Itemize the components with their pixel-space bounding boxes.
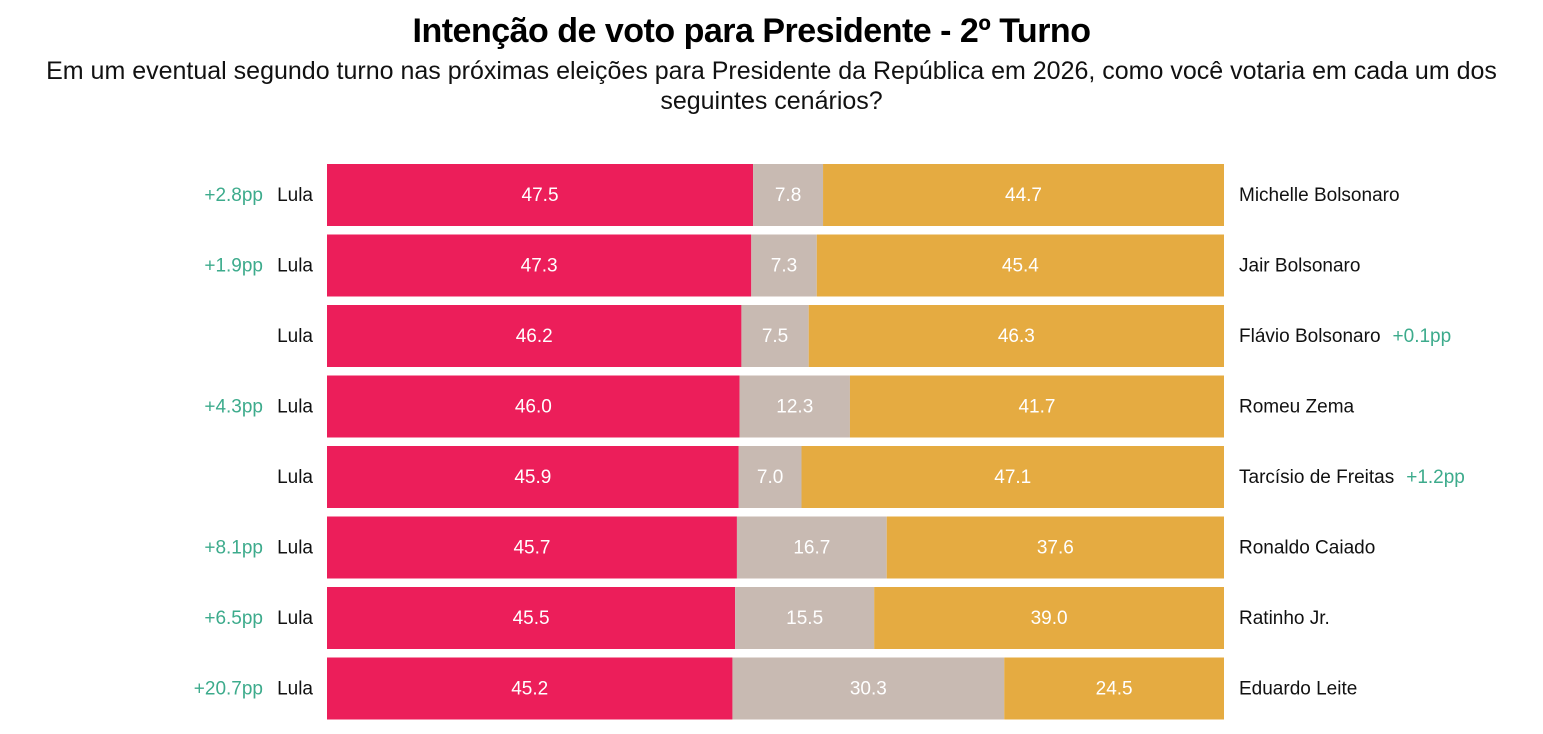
category-label: Flávio Bolsonaro <box>1239 326 1381 347</box>
value-label: 37.6 <box>1037 538 1074 559</box>
bar-segment <box>735 587 875 649</box>
value-label: 12.3 <box>776 397 813 418</box>
value-label: 45.2 <box>511 679 548 700</box>
chart-subtitle: Em um eventual segundo turno nas próxima… <box>46 57 1497 115</box>
value-label: 47.5 <box>522 185 559 206</box>
bar-segment <box>327 446 739 508</box>
bar-segment <box>753 164 824 226</box>
value-label: 41.7 <box>1018 397 1055 418</box>
bar-segment <box>327 164 754 226</box>
bar-segment <box>736 516 887 579</box>
category-label: Eduardo Leite <box>1239 679 1357 700</box>
bar-segment <box>741 305 809 367</box>
bar-segment <box>327 305 742 367</box>
value-label: 15.5 <box>786 608 823 629</box>
left-label: Lula <box>277 467 313 488</box>
value-label: 39.0 <box>1031 608 1068 629</box>
bar-segment <box>327 234 752 297</box>
bar-segment <box>823 164 1224 226</box>
category-label: Tarcísio de Freitas <box>1239 467 1394 488</box>
value-label: 7.5 <box>762 326 788 347</box>
bar-segment <box>801 446 1224 508</box>
value-label: 45.4 <box>1002 256 1039 277</box>
value-label: 24.5 <box>1096 679 1133 700</box>
category-label: Michelle Bolsonaro <box>1239 185 1400 206</box>
value-label: 7.8 <box>775 185 801 206</box>
bar-segment <box>874 587 1224 649</box>
bar-segment <box>1004 657 1224 720</box>
value-label: 46.2 <box>516 326 553 347</box>
left-annotation: +20.7pp <box>194 679 263 700</box>
value-label: 7.0 <box>757 467 783 488</box>
right-annotation: +0.1pp <box>1393 326 1452 347</box>
value-label: 45.7 <box>513 538 550 559</box>
right-annotation: +1.2pp <box>1406 467 1465 488</box>
bar-segment <box>732 657 1005 720</box>
left-annotation: +1.9pp <box>204 256 263 277</box>
value-label: 16.7 <box>793 538 830 559</box>
bar-segment <box>886 516 1224 579</box>
category-label: Jair Bolsonaro <box>1239 256 1360 277</box>
value-label: 7.3 <box>771 256 797 277</box>
bar-segment <box>327 375 740 438</box>
value-label: 46.0 <box>515 397 552 418</box>
category-label: Romeu Zema <box>1239 397 1355 418</box>
left-label: Lula <box>277 608 313 629</box>
bar-segment <box>816 234 1224 297</box>
bar-segment <box>808 305 1224 367</box>
bar-segment <box>327 657 733 720</box>
bar-segment <box>327 516 737 579</box>
left-label: Lula <box>277 679 313 700</box>
left-annotation: +6.5pp <box>204 608 263 629</box>
left-annotation: +4.3pp <box>204 397 263 418</box>
category-label: Ronaldo Caiado <box>1239 538 1375 559</box>
category-label: Ratinho Jr. <box>1239 608 1330 629</box>
bar-segment <box>739 375 850 438</box>
chart-title: Intenção de voto para Presidente - 2º Tu… <box>412 12 1091 50</box>
value-label: 30.3 <box>850 679 887 700</box>
left-label: Lula <box>277 397 313 418</box>
value-label: 44.7 <box>1005 185 1042 206</box>
value-label: 45.9 <box>514 467 551 488</box>
left-annotation: +2.8pp <box>204 185 263 206</box>
value-label: 46.3 <box>998 326 1035 347</box>
bar-segment <box>751 234 817 297</box>
left-label: Lula <box>277 256 313 277</box>
left-annotation: +8.1pp <box>204 538 263 559</box>
bar-segment <box>849 375 1224 438</box>
left-label: Lula <box>277 326 313 347</box>
value-label: 45.5 <box>513 608 550 629</box>
value-label: 47.3 <box>521 256 558 277</box>
bar-segment <box>327 587 736 649</box>
left-label: Lula <box>277 185 313 206</box>
value-label: 47.1 <box>994 467 1031 488</box>
left-label: Lula <box>277 538 313 559</box>
bar-segment <box>738 446 802 508</box>
